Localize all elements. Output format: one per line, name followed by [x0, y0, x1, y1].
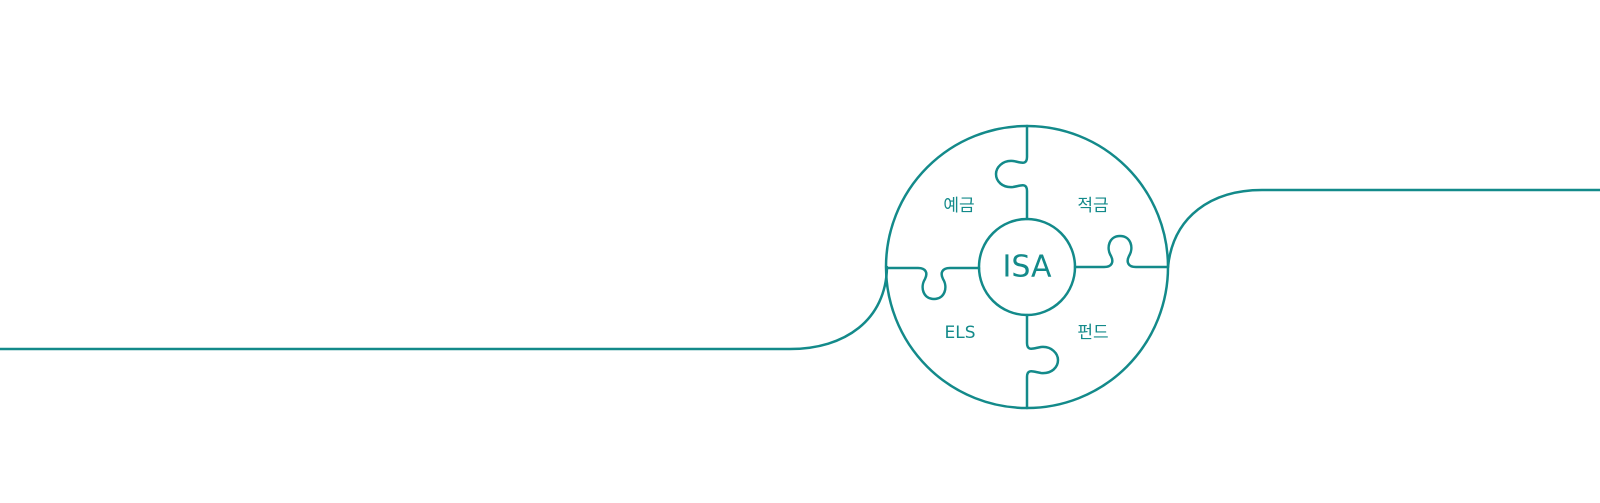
left-divider-puzzle-knob	[885, 266, 981, 301]
left-connector-line	[0, 265, 889, 351]
segment-label-bottom-left: ELS	[944, 323, 975, 343]
bottom-divider-puzzle-knob	[1025, 313, 1060, 410]
segment-label-top-right: 적금	[1077, 196, 1108, 216]
segment-label-bottom-right: 펀드	[1077, 323, 1108, 343]
top-divider-puzzle-knob	[994, 124, 1029, 221]
segment-label-top-left: 예금	[943, 196, 974, 216]
hub-label: ISA	[1003, 250, 1052, 285]
right-connector-line	[1166, 188, 1600, 269]
right-divider-puzzle-knob	[1073, 234, 1170, 269]
